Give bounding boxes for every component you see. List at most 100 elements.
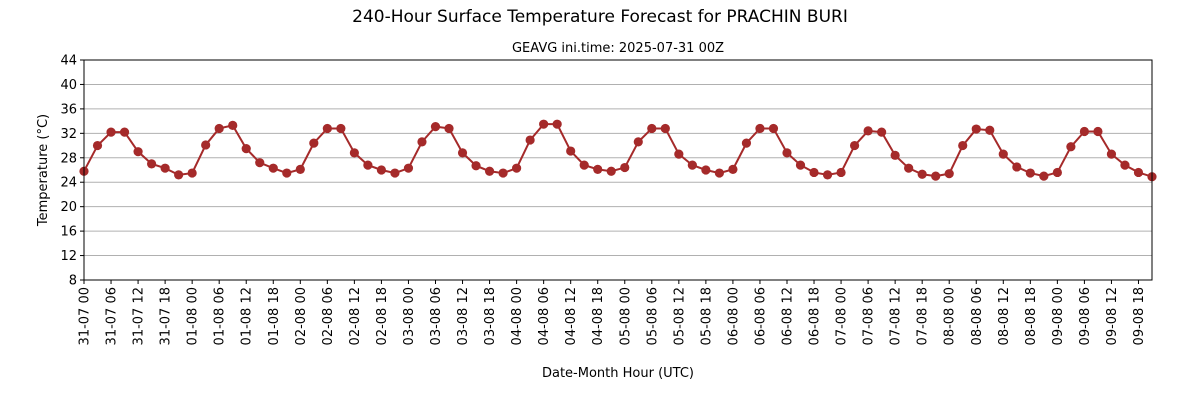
x-tick-label: 07-08 12 (889, 287, 904, 345)
x-tick-label: 09-08 00 (1051, 287, 1066, 345)
data-point (1066, 142, 1076, 152)
data-point (160, 163, 170, 173)
y-tick-label: 40 (60, 78, 77, 93)
data-point (349, 148, 359, 158)
data-point (660, 123, 670, 134)
data-point (1012, 162, 1022, 172)
data-point (849, 140, 860, 151)
data-point (417, 137, 427, 147)
data-point (714, 168, 724, 178)
data-point (363, 160, 373, 170)
x-tick-label: 08-08 00 (943, 287, 958, 345)
data-point (241, 144, 251, 154)
x-tick-label: 04-08 12 (564, 287, 579, 345)
data-point (512, 163, 522, 173)
data-point (457, 148, 468, 158)
data-point (755, 123, 765, 134)
x-tick-label: 09-08 12 (1105, 287, 1120, 345)
data-point (958, 140, 968, 151)
x-tick-label: 04-08 18 (591, 287, 606, 345)
data-point (890, 150, 900, 160)
data-point (444, 123, 454, 134)
data-point (822, 170, 833, 180)
x-tick-label: 02-08 00 (294, 287, 309, 345)
x-tick-label: 07-08 18 (916, 287, 931, 345)
data-point (1039, 171, 1049, 181)
data-point (620, 162, 630, 173)
x-tick-label: 06-08 18 (808, 287, 823, 345)
x-tick-label: 02-08 18 (375, 287, 390, 345)
data-point (917, 169, 927, 179)
x-tick-label: 03-08 00 (402, 287, 417, 345)
data-point (471, 161, 481, 171)
x-tick-label: 02-08 12 (348, 287, 363, 345)
data-point (985, 125, 995, 135)
data-point (92, 140, 103, 151)
series-layer (79, 119, 1157, 182)
data-point (336, 123, 346, 134)
plot-frame (83, 59, 1153, 281)
data-point (795, 160, 806, 170)
x-tick-label: 06-08 12 (780, 287, 795, 345)
y-tick-label: 28 (60, 151, 77, 166)
data-point (782, 148, 792, 158)
data-point (322, 123, 332, 134)
data-point (809, 167, 819, 178)
data-point (174, 170, 184, 180)
data-point (552, 119, 562, 129)
data-point (295, 164, 305, 174)
data-point (728, 164, 738, 174)
data-point (376, 165, 387, 175)
data-point (1133, 167, 1144, 178)
data-point (1120, 160, 1130, 170)
data-point (1079, 126, 1090, 137)
y-tick-label: 24 (60, 176, 77, 191)
y-axis-label: Temperature (°C) (36, 114, 51, 227)
data-point (931, 171, 941, 181)
x-tick-label: 31-07 00 (78, 287, 93, 345)
data-point (119, 127, 130, 137)
x-tick-label: 08-08 06 (970, 287, 985, 345)
x-tick-label: 09-08 18 (1132, 287, 1147, 345)
x-tick-label: 07-08 00 (835, 287, 850, 345)
data-point (187, 168, 197, 178)
y-tick-label: 12 (60, 249, 77, 264)
x-axis-label: Date-Month Hour (UTC) (542, 366, 694, 381)
x-tick-label: 31-07 12 (132, 287, 147, 345)
data-point (525, 135, 535, 145)
data-point (498, 168, 508, 178)
x-tick-label: 08-08 18 (1024, 287, 1039, 345)
data-point (309, 138, 319, 148)
data-point (593, 164, 603, 174)
data-point (877, 127, 887, 137)
data-point (255, 158, 265, 168)
data-point (633, 137, 643, 147)
x-tick-label: 05-08 12 (672, 287, 687, 345)
data-point (430, 122, 441, 132)
y-axis-ticks: 8 12 16 20 24 28 32 36 40 44 (60, 54, 84, 289)
x-tick-label: 04-08 06 (537, 287, 552, 345)
data-point (1093, 126, 1103, 137)
x-tick-label: 31-07 18 (159, 287, 174, 345)
data-point (539, 119, 549, 129)
x-tick-label: 05-08 18 (699, 287, 714, 345)
x-tick-label: 02-08 06 (321, 287, 336, 345)
x-tick-label: 06-08 06 (753, 287, 768, 345)
data-point (971, 124, 981, 134)
data-point (687, 160, 697, 170)
data-point (674, 149, 684, 159)
data-point (390, 168, 400, 178)
data-point (1106, 149, 1117, 159)
x-tick-label: 08-08 12 (997, 287, 1012, 345)
chart-subtitle: GEAVG ini.time: 2025-07-31 00Z (512, 41, 724, 56)
data-point (741, 138, 752, 148)
data-point (403, 163, 414, 173)
data-point (214, 123, 224, 134)
data-point (904, 163, 914, 173)
x-tick-label: 01-08 18 (267, 287, 282, 345)
data-point (106, 127, 116, 137)
x-tick-label: 07-08 06 (862, 287, 877, 345)
x-tick-label: 03-08 06 (429, 287, 444, 345)
x-axis-ticks: 31-07 00 31-07 06 31-07 12 31-07 18 01-08 00… (78, 280, 1147, 345)
